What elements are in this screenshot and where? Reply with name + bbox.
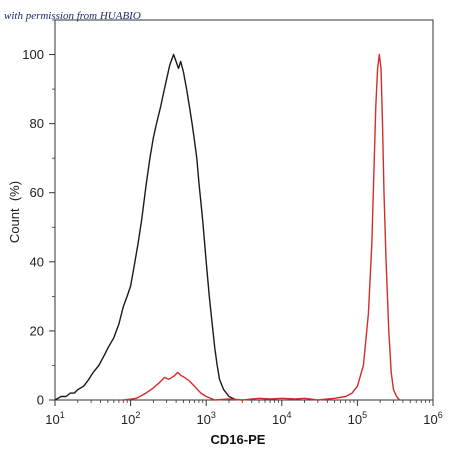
x-tick-label: 103 xyxy=(196,410,215,427)
x-tick-label: 102 xyxy=(121,410,140,427)
series-line-1 xyxy=(54,53,237,401)
y-axis-title: Count (%) xyxy=(7,181,22,243)
watermark-text: with permission from HUABIO xyxy=(4,10,141,22)
y-tick-label: 20 xyxy=(30,323,44,338)
y-tick-label: 60 xyxy=(30,185,44,200)
y-tick-label: 40 xyxy=(30,254,44,269)
x-axis-title: CD16-PE xyxy=(211,432,266,447)
x-tick-label: 101 xyxy=(45,410,64,427)
y-tick-label: 0 xyxy=(37,393,44,408)
plot-area: 101 102 103 104 105 106 0 20 40 60 80 100 xyxy=(22,19,443,427)
x-axis: 101 102 103 104 105 106 xyxy=(45,400,443,427)
x-tick-label: 105 xyxy=(348,410,367,427)
x-tick-label: 106 xyxy=(423,410,442,427)
y-tick-label: 80 xyxy=(30,116,44,131)
x-tick-label: 104 xyxy=(272,410,291,427)
series-layer xyxy=(54,53,401,401)
y-tick-label: 100 xyxy=(22,47,44,62)
y-axis: 0 20 40 60 80 100 xyxy=(22,19,55,408)
series-line-2 xyxy=(123,53,401,401)
